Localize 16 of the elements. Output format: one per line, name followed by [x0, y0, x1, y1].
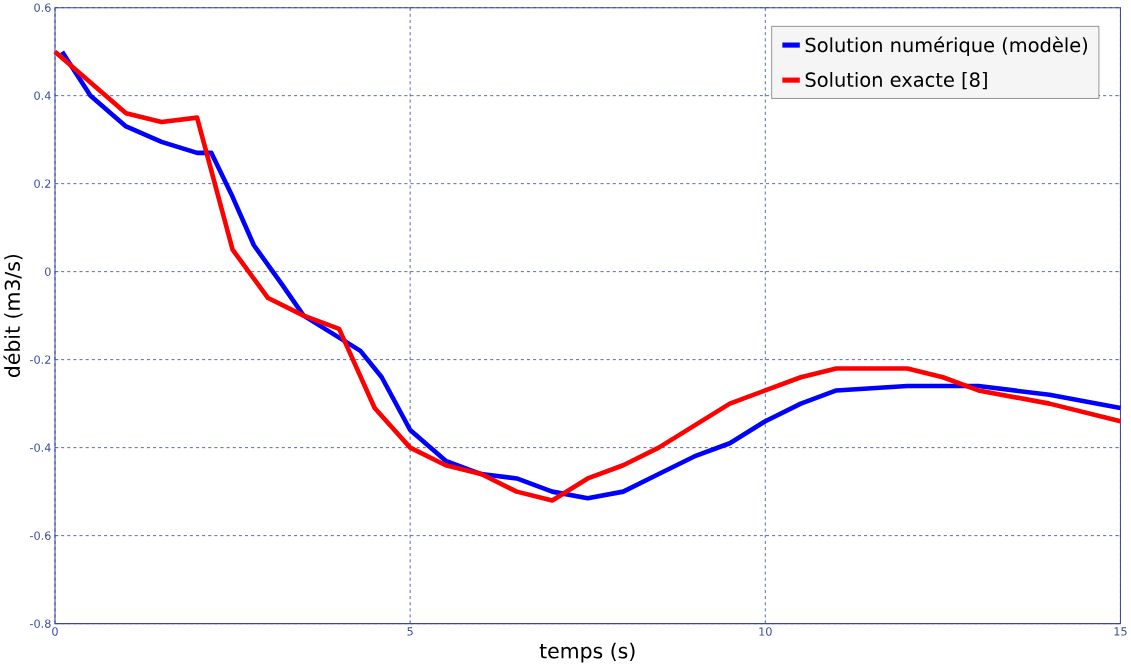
- y-axis-title: débit (m3/s): [3, 254, 23, 378]
- y-tick-label: -0.8: [30, 619, 51, 628]
- legend-label: Solution exacte [8]: [805, 72, 987, 90]
- x-tick-label: 5: [407, 627, 413, 636]
- y-tick-label: 0: [44, 267, 51, 276]
- x-tick-label: 10: [759, 627, 772, 636]
- y-tick-label: 0.4: [34, 91, 51, 100]
- legend-label: Solution numérique (modèle): [805, 36, 1088, 57]
- x-tick-label: 0: [52, 627, 58, 636]
- y-tick-label: 0.6: [34, 3, 51, 12]
- y-tick-label: 0.2: [34, 179, 51, 188]
- x-tick-label: 15: [1114, 627, 1127, 636]
- x-axis-title: temps (s): [539, 642, 635, 663]
- y-tick-label: -0.2: [30, 355, 51, 364]
- y-tick-label: -0.6: [30, 531, 51, 540]
- y-tick-label: -0.4: [30, 443, 51, 452]
